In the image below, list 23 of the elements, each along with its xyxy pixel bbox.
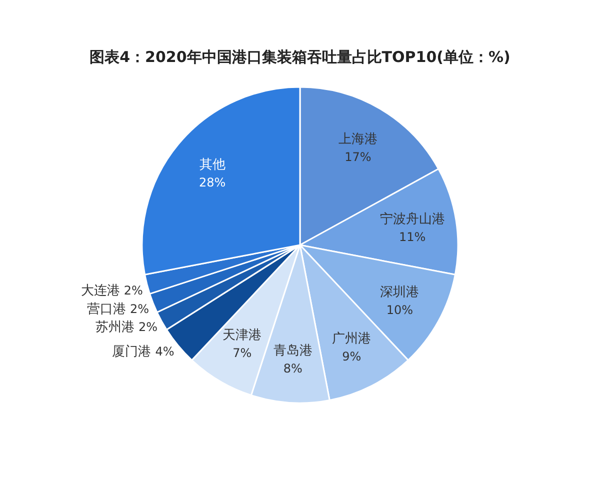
data-label: 2%: [124, 283, 143, 298]
data-label: 8%: [283, 362, 302, 376]
data-label: 9%: [342, 349, 362, 364]
data-label: 4%: [155, 344, 174, 359]
data-label: 17%: [344, 150, 372, 164]
slice-label: 营口港: [87, 302, 126, 318]
slice-label: 天津港: [222, 328, 262, 343]
chart-title: 图表4：2020年中国港口集装箱吞吐量占比TOP10(单位：%): [90, 48, 510, 66]
data-label: 28%: [199, 175, 226, 190]
data-label: 11%: [399, 230, 426, 244]
slice-label: 广州港: [332, 331, 372, 346]
slice-label: 宁波舟山港: [380, 211, 445, 228]
data-label: 2%: [130, 302, 150, 316]
slice-label: 厦门港: [112, 344, 152, 360]
slice-label: 青岛港: [273, 344, 312, 359]
slice-label: 苏州港: [95, 320, 134, 336]
slice-label: 大连港: [80, 283, 120, 298]
slice-label: 其他: [199, 157, 226, 172]
data-label: 2%: [138, 320, 158, 334]
data-label: 10%: [386, 302, 414, 317]
data-label: 7%: [232, 346, 252, 360]
slice-label: 深圳港: [380, 284, 420, 300]
slice-label: 上海港: [338, 132, 378, 148]
